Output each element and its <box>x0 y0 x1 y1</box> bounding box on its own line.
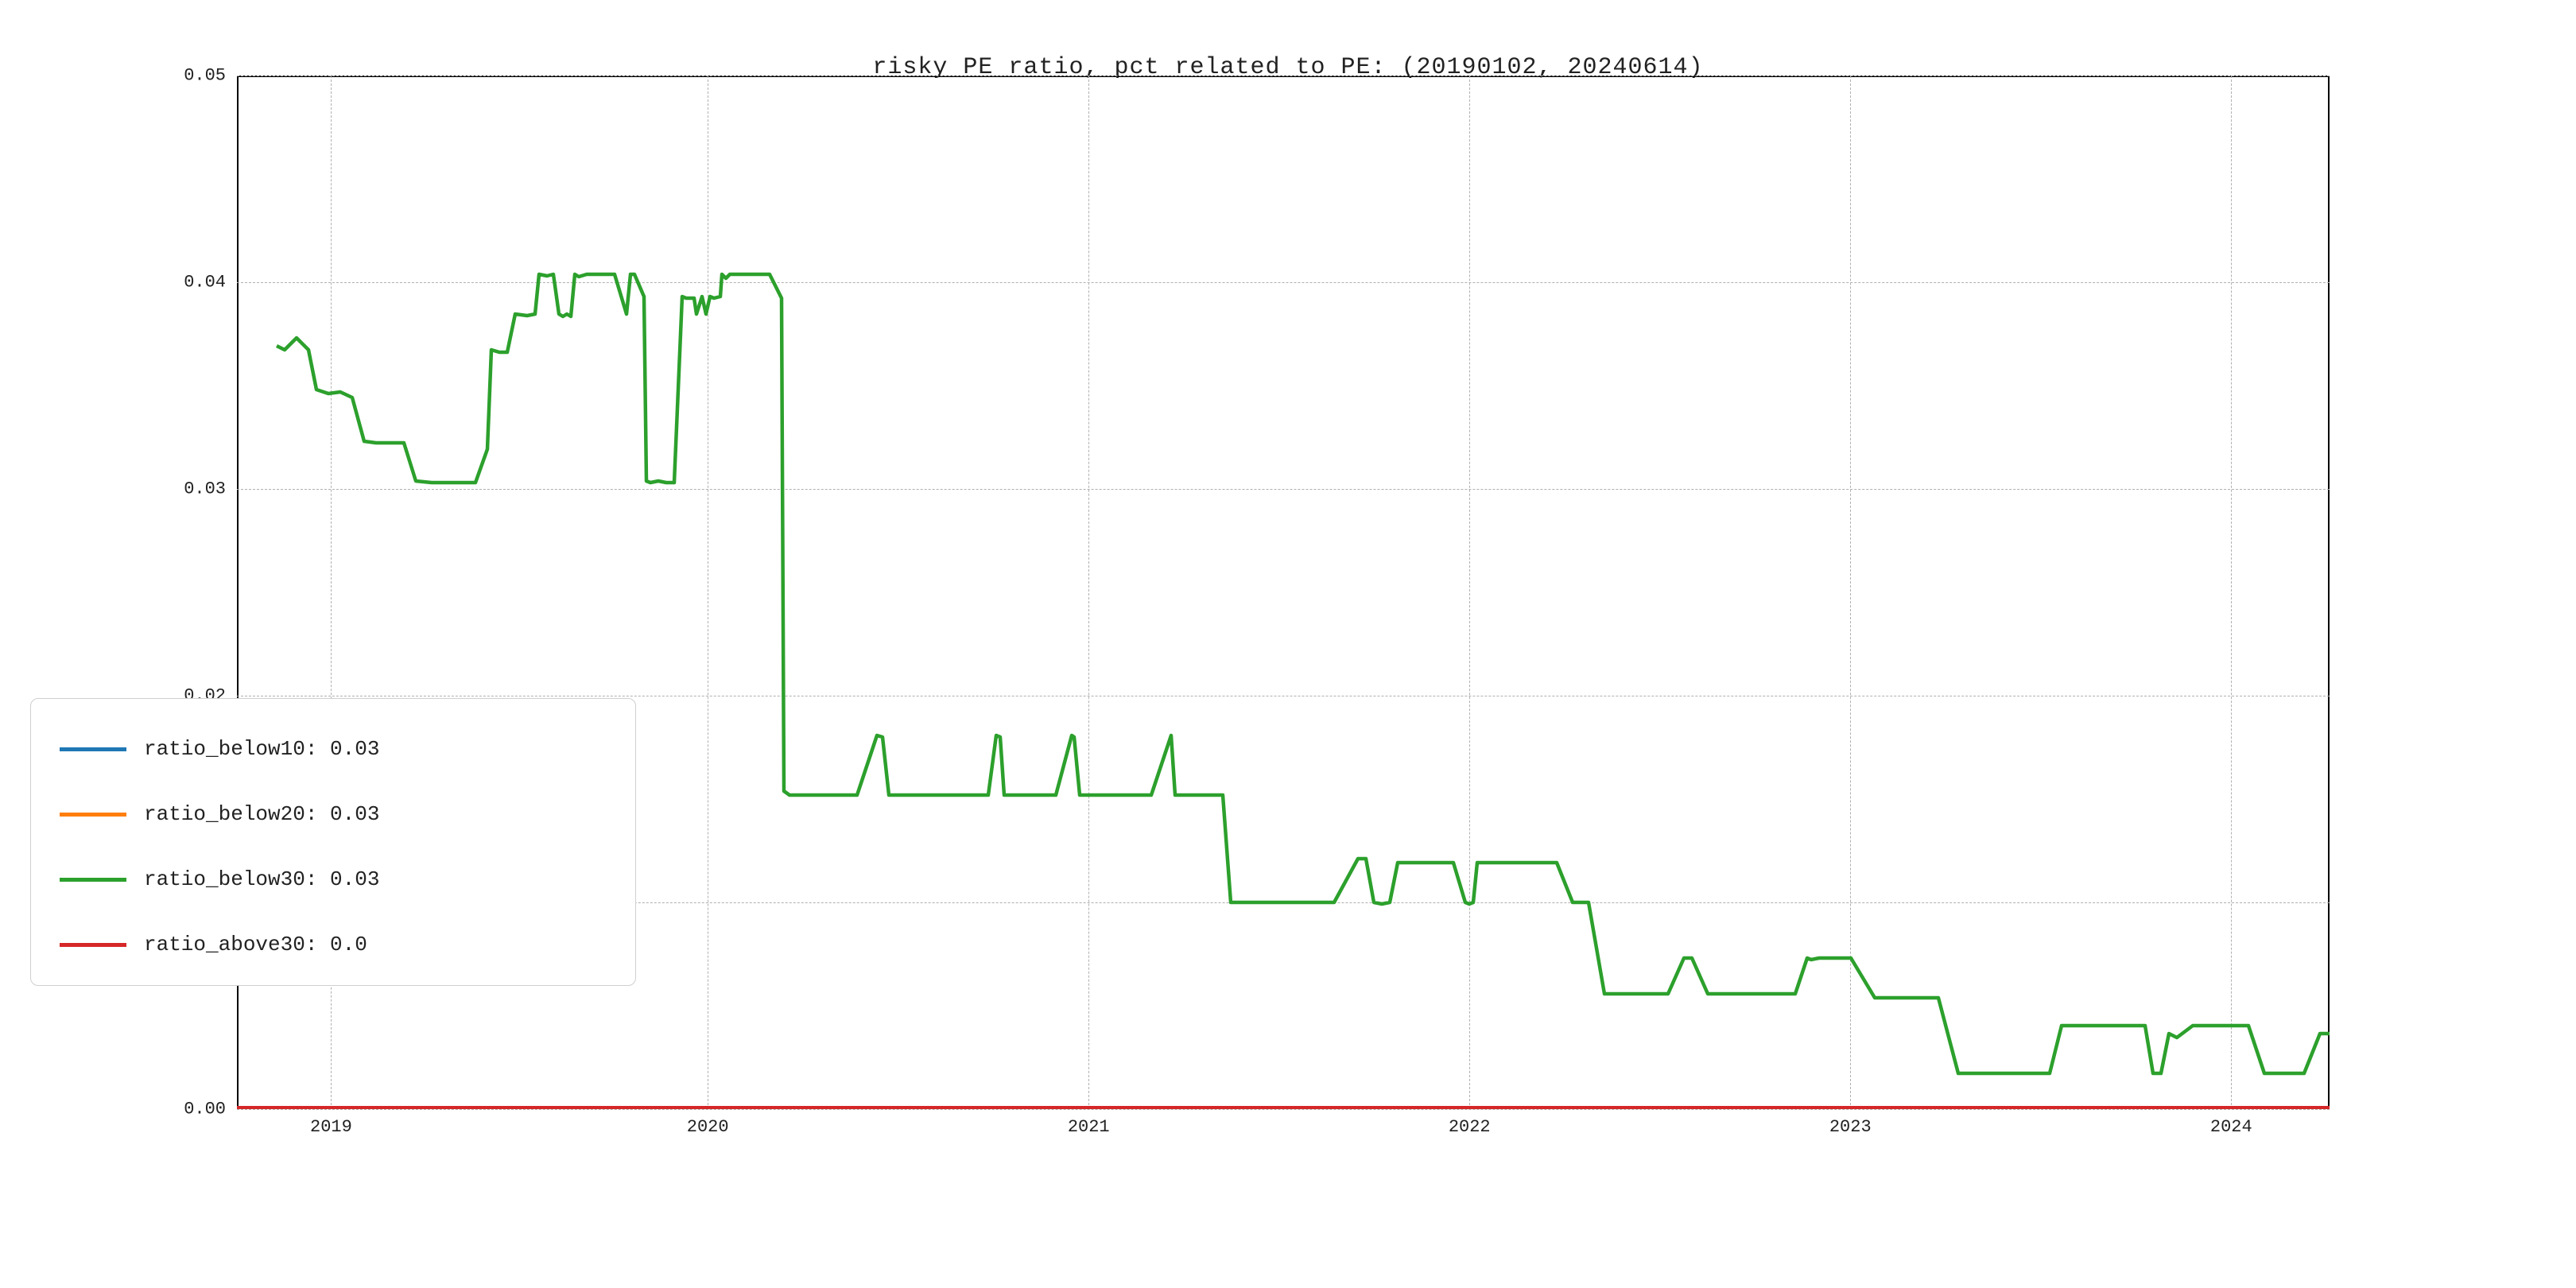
legend-row-below10: ratio_below10: 0.03 <box>60 737 379 761</box>
ytick-004: 0.04 <box>184 273 226 293</box>
chart-root: risky PE ratio, pct related to PE: (2019… <box>0 0 2576 1288</box>
legend-swatch-below20 <box>60 813 126 817</box>
legend-swatch-below30 <box>60 878 126 882</box>
ytick-003: 0.03 <box>184 479 226 499</box>
xtick-2020: 2020 <box>687 1117 729 1137</box>
legend-row-above30: ratio_above30: 0.0 <box>60 933 367 956</box>
legend-row-below20: ratio_below20: 0.03 <box>60 802 379 826</box>
xtick-2019: 2019 <box>310 1117 352 1137</box>
legend-swatch-above30 <box>60 943 126 947</box>
legend-label-above30: ratio_above30: 0.0 <box>144 933 367 956</box>
legend-box: ratio_below10: 0.03 ratio_below20: 0.03 … <box>30 698 636 986</box>
ytick-005: 0.05 <box>184 66 226 86</box>
legend-label-below10: ratio_below10: 0.03 <box>144 737 379 761</box>
gridline-y-000 <box>237 1109 2330 1110</box>
xtick-2022: 2022 <box>1449 1117 1491 1137</box>
ytick-000: 0.00 <box>184 1100 226 1119</box>
xtick-2021: 2021 <box>1068 1117 1110 1137</box>
legend-label-below30: ratio_below30: 0.03 <box>144 867 379 891</box>
legend-swatch-below10 <box>60 747 126 751</box>
xtick-2023: 2023 <box>1829 1117 1872 1137</box>
xtick-2024: 2024 <box>2210 1117 2252 1137</box>
legend-label-below20: ratio_below20: 0.03 <box>144 802 379 826</box>
legend-row-below30: ratio_below30: 0.03 <box>60 867 379 891</box>
